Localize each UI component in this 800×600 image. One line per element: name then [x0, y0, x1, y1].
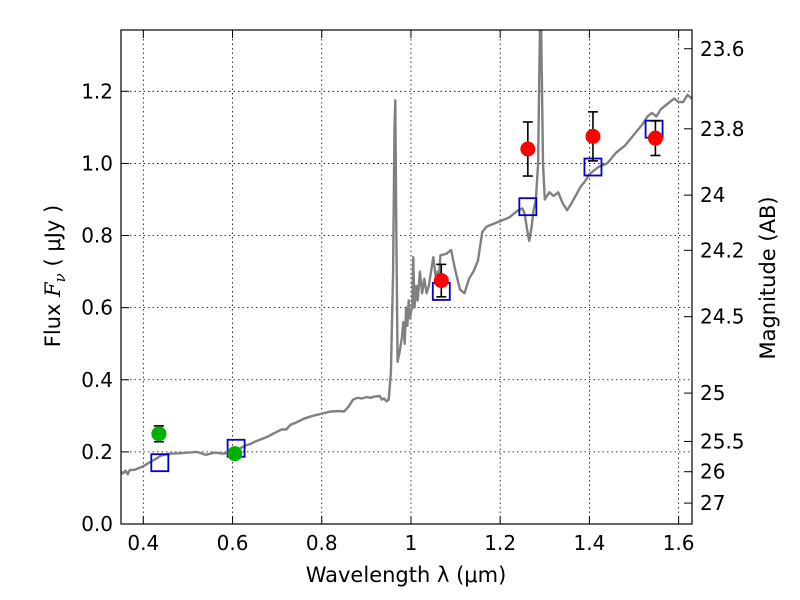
- magnitude-tick-label: 25.5: [700, 429, 745, 453]
- magnitude-tick-label: 24: [700, 183, 725, 207]
- y-tick-label: 1.2: [81, 79, 113, 103]
- y-tick-label: 0.8: [81, 224, 113, 248]
- observed-photometry-layer: [151, 111, 663, 462]
- x-axis-label: Wavelength λ (μm): [306, 563, 507, 587]
- x-tick-label: 1.4: [573, 531, 605, 555]
- magnitude-tick-label: 24.2: [700, 238, 745, 262]
- y-axis-label-text: Flux: [41, 297, 65, 347]
- synthetic-point: [518, 197, 538, 217]
- y-axis-label-subscript: ν: [51, 273, 69, 282]
- model-spectrum-line: [121, 30, 692, 476]
- y-tick-labels: 0.0 0.2 0.4 0.6 0.8 1.0 1.2: [81, 79, 113, 536]
- y-axis-label-symbol: F: [41, 281, 65, 298]
- observed-point: [520, 141, 536, 157]
- observed-point: [227, 446, 243, 462]
- magnitude-tick-label: 24.5: [700, 305, 745, 329]
- x-tick-label: 0.8: [306, 531, 338, 555]
- x-tick-label: 1.6: [663, 531, 695, 555]
- x-tick-label: 0.6: [217, 531, 249, 555]
- magnitude-tick-label: 23.6: [700, 37, 745, 61]
- y-tick-label: 0.4: [81, 368, 113, 392]
- plot-frame: [120, 29, 693, 525]
- x-tick-label: 0.4: [127, 531, 159, 555]
- observed-point: [433, 273, 449, 289]
- magnitude-tick-label: 23.8: [700, 117, 745, 141]
- x-tick-labels: 0.4 0.6 0.8 1 1.2 1.4 1.6: [127, 531, 694, 555]
- magnitude-tick-labels: 23.6 23.8 24 24.2 24.5 25 25.5 26 27: [700, 37, 745, 515]
- y-axis-label-units: ( μJy ): [41, 205, 65, 273]
- magnitude-axis-label: Magnitude (AB): [756, 196, 780, 359]
- y-axis-label: Flux Fν ( μJy ): [41, 205, 69, 347]
- model-spectrum-layer: [121, 30, 692, 476]
- observed-point: [647, 130, 663, 146]
- synthetic-point: [150, 453, 170, 473]
- y-tick-label: 1.0: [81, 151, 113, 175]
- magnitude-tick-label: 25: [700, 381, 725, 405]
- y-tick-label: 0.0: [81, 512, 113, 536]
- x-tick-label: 1: [405, 531, 418, 555]
- observed-point: [151, 426, 167, 442]
- tick-marks: [121, 30, 692, 525]
- magnitude-tick-label: 27: [700, 491, 725, 515]
- x-tick-label: 1.2: [484, 531, 516, 555]
- y-tick-label: 0.6: [81, 296, 113, 320]
- y-tick-label: 0.2: [81, 440, 113, 464]
- observed-point: [585, 128, 601, 144]
- magnitude-tick-label: 26: [700, 460, 725, 484]
